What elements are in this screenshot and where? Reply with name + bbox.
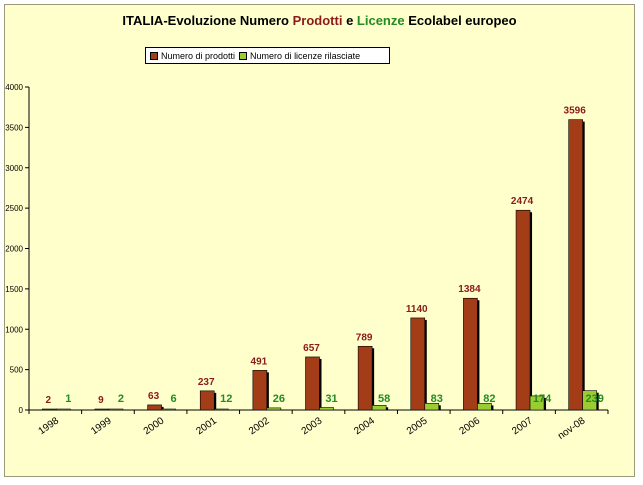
data-label-licenze: 58	[378, 393, 390, 405]
y-tick-label: 3500	[5, 123, 23, 132]
title-licenze: Licenze	[356, 13, 405, 28]
bar-prodotti	[463, 297, 478, 411]
bar-licenze	[477, 403, 492, 411]
bar-prodotti	[410, 317, 426, 411]
legend-swatch-licenze	[239, 51, 248, 60]
bar-prodotti	[357, 345, 373, 411]
data-label-licenze: 83	[431, 393, 443, 405]
x-category-label: 1998	[37, 415, 62, 437]
bar-prodotti	[147, 404, 162, 411]
bar-licenze	[319, 407, 334, 411]
x-category-label: 2005	[405, 415, 430, 437]
data-label-prodotti: 237	[198, 377, 215, 388]
x-category-label: nov-08	[556, 415, 588, 442]
y-tick-label: 2000	[5, 245, 23, 254]
y-tick-label: 0	[19, 406, 24, 415]
bar-licenze	[582, 390, 597, 411]
x-category-label: 2003	[300, 415, 325, 437]
y-tick-label: 1500	[5, 285, 23, 294]
data-label-prodotti: 1384	[458, 284, 481, 295]
data-label-prodotti: 2	[46, 395, 52, 406]
legend-label-licenze: Numero di licenze rilasciate	[250, 50, 361, 61]
title-part-3: e	[342, 13, 357, 28]
data-label-licenze: 26	[273, 393, 285, 405]
data-label-prodotti: 3596	[564, 106, 587, 117]
y-tick-label: 4000	[5, 83, 23, 92]
x-category-label: 2001	[194, 415, 219, 437]
bar-licenze	[529, 395, 545, 411]
bar-prodotti	[252, 370, 268, 411]
data-label-licenze: 2	[118, 393, 124, 405]
data-label-licenze: 6	[171, 393, 177, 405]
bar-licenze	[213, 408, 229, 411]
data-label-licenze: 31	[325, 393, 337, 405]
bar-prodotti	[568, 119, 583, 411]
data-label-prodotti: 1140	[406, 304, 428, 315]
bar-licenze	[108, 408, 124, 411]
legend-label-prodotti: Numero di prodotti	[161, 50, 236, 61]
data-label-prodotti: 63	[148, 391, 160, 402]
data-label-licenze: 1	[65, 393, 71, 405]
x-category-label: 2002	[247, 415, 272, 437]
data-label-licenze: 239	[586, 393, 604, 405]
y-tick-label: 3000	[5, 164, 23, 173]
legend: Numero di prodotti Numero di licenze ril…	[145, 47, 390, 64]
title-part-1: ITALIA-Evoluzione Numero	[122, 13, 293, 28]
data-label-licenze: 82	[483, 393, 495, 405]
x-category-label: 2007	[510, 415, 535, 437]
bar-licenze	[424, 402, 440, 411]
data-label-licenze: 174	[533, 393, 552, 405]
bar-prodotti	[515, 209, 531, 411]
title-prodotti: Prodotti	[292, 13, 343, 28]
data-label-prodotti: 9	[98, 395, 104, 406]
data-label-prodotti: 491	[251, 356, 268, 367]
x-category-label: 2004	[352, 415, 377, 437]
x-category-label: 1999	[89, 415, 114, 437]
y-tick-label: 500	[10, 366, 24, 375]
bar-licenze	[161, 408, 176, 411]
title-part-5: Ecolabel europeo	[404, 13, 517, 28]
data-label-prodotti: 789	[356, 332, 373, 343]
bar-prodotti	[305, 356, 320, 411]
bar-licenze	[56, 408, 71, 411]
x-category-label: 2006	[458, 415, 483, 437]
x-category-label: 2000	[142, 415, 167, 437]
data-label-licenze: 12	[220, 393, 232, 405]
legend-item-prodotti: Numero di prodotti	[150, 51, 235, 61]
y-tick-label: 2500	[5, 204, 23, 213]
y-tick-label: 1000	[5, 325, 23, 334]
legend-item-licenze: Numero di licenze rilasciate	[239, 51, 360, 61]
data-label-prodotti: 657	[303, 343, 320, 354]
bar-licenze	[266, 407, 282, 411]
data-label-prodotti: 2474	[511, 196, 534, 207]
bar-licenze	[371, 405, 387, 411]
bar-prodotti	[42, 408, 57, 411]
chart-title: ITALIA-Evoluzione Numero Prodotti e Lice…	[0, 13, 639, 28]
bar-prodotti	[94, 408, 110, 411]
legend-swatch-prodotti	[150, 51, 158, 60]
bar-prodotti	[199, 390, 215, 411]
